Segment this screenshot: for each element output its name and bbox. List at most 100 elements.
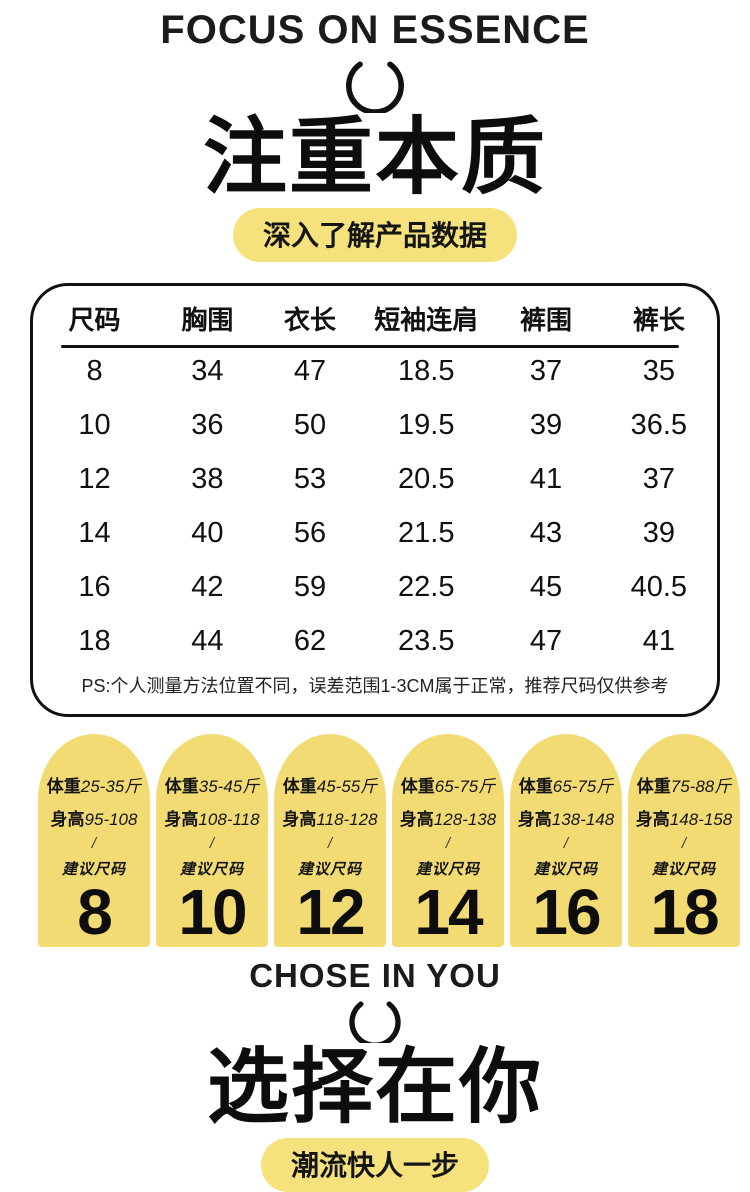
- table-cell: 53: [293, 462, 327, 495]
- table-cell: 18: [78, 624, 111, 657]
- size-card-18: 体重75-88斤 身高148-158 / 建议尺码 18: [628, 734, 740, 947]
- weight-value: 45-55斤: [316, 777, 378, 796]
- table-cell: 62: [293, 624, 327, 657]
- table-cell: 37: [642, 462, 675, 495]
- table-cell: 56: [293, 516, 327, 549]
- table-cell: 39: [642, 516, 675, 549]
- height-value: 128-138: [433, 810, 497, 829]
- subtitle-badge: 深入了解产品数据: [232, 208, 517, 262]
- table-cell: 14: [78, 516, 111, 549]
- bottom-title: 选择在你: [206, 1042, 543, 1133]
- table-cell: 47: [293, 354, 327, 387]
- table-row: 14 40 56 21.5 43 39: [33, 506, 717, 560]
- table-cell: 36.5: [630, 408, 688, 441]
- height-range: 身高148-158: [628, 811, 740, 828]
- column-header: 裤长: [632, 304, 685, 335]
- column-header: 胸围: [181, 304, 234, 335]
- height-label: 身高: [399, 810, 434, 829]
- column-header: 衣长: [283, 304, 336, 335]
- suggested-size-number: 12: [296, 876, 365, 947]
- height-range: 身高138-148: [510, 811, 622, 828]
- table-cell: 8: [86, 354, 103, 387]
- height-range: 身高108-118: [156, 811, 268, 828]
- table-row: 12 38 53 20.5 41 37: [33, 452, 717, 506]
- smile-arc-icon: [346, 61, 404, 113]
- table-cell: 34: [191, 354, 224, 387]
- suggested-size-number: 14: [414, 876, 483, 947]
- table-cell: 20.5: [398, 462, 455, 495]
- table-cell: 38: [191, 462, 224, 495]
- slash-divider: /: [445, 835, 451, 852]
- table-cell: 36: [191, 408, 224, 441]
- column-header: 裤围: [519, 304, 572, 335]
- height-value: 138-148: [551, 810, 615, 829]
- table-row: 10 36 50 19.5 39 36.5: [33, 398, 717, 452]
- size-cards-row: 体重25-35斤 身高95-108 / 建议尺码 8 体重35-45斤 身高10…: [38, 734, 740, 947]
- weight-value: 75-88斤: [670, 777, 732, 796]
- table-row: 16 42 59 22.5 45 40.5: [33, 560, 717, 614]
- suggest-size-label: 建议尺码: [297, 861, 362, 878]
- table-cell: 42: [191, 570, 224, 603]
- column-header: 短袖连肩: [374, 304, 479, 335]
- table-cell: 59: [293, 570, 327, 603]
- suggested-size-number: 16: [532, 876, 601, 947]
- table-cell: 43: [529, 516, 563, 549]
- weight-label: 体重: [636, 777, 671, 796]
- table-cell: 23.5: [398, 624, 455, 657]
- top-eyebrow-text: FOCUS ON ESSENCE: [160, 8, 590, 52]
- table-cell: 44: [191, 624, 224, 657]
- weight-range: 体重45-55斤: [274, 778, 386, 795]
- weight-value: 25-35斤: [80, 777, 142, 796]
- table-cell: 16: [78, 570, 111, 603]
- weight-range: 体重65-75斤: [510, 778, 622, 795]
- suggest-size-label: 建议尺码: [61, 861, 126, 878]
- smile-arc-icon: [349, 1001, 401, 1043]
- height-value: 118-128: [316, 810, 378, 829]
- height-range: 身高128-138: [392, 811, 504, 828]
- bottom-eyebrow-text: CHOSE IN YOU: [249, 957, 501, 994]
- weight-value: 65-75斤: [552, 777, 614, 796]
- height-label: 身高: [282, 810, 317, 829]
- height-label: 身高: [635, 810, 670, 829]
- height-range: 身高118-128: [274, 811, 386, 828]
- table-cell: 35: [642, 354, 675, 387]
- table-cell: 40.5: [630, 570, 688, 603]
- size-card-8: 体重25-35斤 身高95-108 / 建议尺码 8: [38, 734, 150, 947]
- table-cell: 45: [529, 570, 563, 603]
- table-cell: 40: [191, 516, 224, 549]
- table-cell: 41: [642, 624, 675, 657]
- weight-range: 体重65-75斤: [392, 778, 504, 795]
- weight-label: 体重: [46, 777, 81, 796]
- table-cell: 18.5: [398, 354, 455, 387]
- slash-divider: /: [563, 835, 569, 852]
- height-value: 148-158: [669, 810, 733, 829]
- height-label: 身高: [164, 810, 199, 829]
- height-value: 95-108: [84, 810, 138, 829]
- table-cell: 47: [529, 624, 563, 657]
- weight-label: 体重: [400, 777, 435, 796]
- weight-value: 35-45斤: [198, 777, 260, 796]
- weight-range: 体重25-35斤: [38, 778, 150, 795]
- suggest-size-label: 建议尺码: [179, 861, 244, 878]
- table-cell: 12: [78, 462, 111, 495]
- measurement-disclaimer: PS:个人测量方法位置不同，误差范围1-3CM属于正常，推荐尺码仅供参考: [81, 676, 669, 696]
- weight-label: 体重: [282, 777, 317, 796]
- size-table: 尺码 胸围 衣长 短袖连肩 裤围 裤长 8 34 47 18.5 37 35 1…: [33, 292, 717, 668]
- weight-value: 65-75斤: [434, 777, 496, 796]
- weight-range: 体重75-88斤: [628, 778, 740, 795]
- table-row: 18 44 62 23.5 47 41: [33, 614, 717, 668]
- table-cell: 19.5: [398, 408, 455, 441]
- size-card-14: 体重65-75斤 身高128-138 / 建议尺码 14: [392, 734, 504, 947]
- slash-divider: /: [327, 835, 333, 852]
- slash-divider: /: [209, 835, 215, 852]
- slash-divider: /: [91, 835, 97, 852]
- table-cell: 50: [293, 408, 327, 441]
- bottom-tagline-badge: 潮流快人一步: [260, 1138, 489, 1192]
- suggest-size-label: 建议尺码: [533, 861, 598, 878]
- size-table-panel: 尺码 胸围 衣长 短袖连肩 裤围 裤长 8 34 47 18.5 37 35 1…: [30, 283, 720, 717]
- table-cell: 41: [529, 462, 563, 495]
- table-header-row: 尺码 胸围 衣长 短袖连肩 裤围 裤长: [33, 292, 717, 344]
- weight-label: 体重: [518, 777, 553, 796]
- weight-label: 体重: [164, 777, 199, 796]
- height-label: 身高: [517, 810, 552, 829]
